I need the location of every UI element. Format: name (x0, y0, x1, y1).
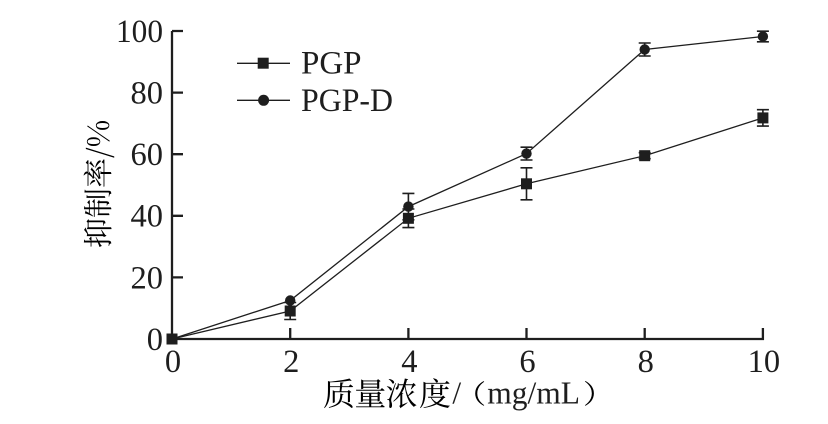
svg-text:0: 0 (147, 322, 163, 358)
svg-text:8: 8 (638, 344, 654, 380)
svg-text:40: 40 (131, 199, 164, 235)
svg-text:60: 60 (131, 137, 164, 173)
svg-text:/: / (452, 376, 461, 411)
svg-text:mg/mL: mg/mL (487, 376, 580, 411)
svg-text:10: 10 (748, 344, 781, 380)
svg-text:PGP-D: PGP-D (301, 83, 393, 119)
svg-text:80: 80 (131, 76, 164, 112)
svg-text:6: 6 (519, 344, 535, 380)
svg-text:4: 4 (401, 344, 417, 380)
svg-text:PGP: PGP (301, 46, 362, 82)
svg-text:20: 20 (131, 260, 164, 296)
svg-text:100: 100 (116, 14, 163, 50)
svg-text:2: 2 (283, 344, 299, 380)
svg-text:0: 0 (165, 344, 181, 380)
